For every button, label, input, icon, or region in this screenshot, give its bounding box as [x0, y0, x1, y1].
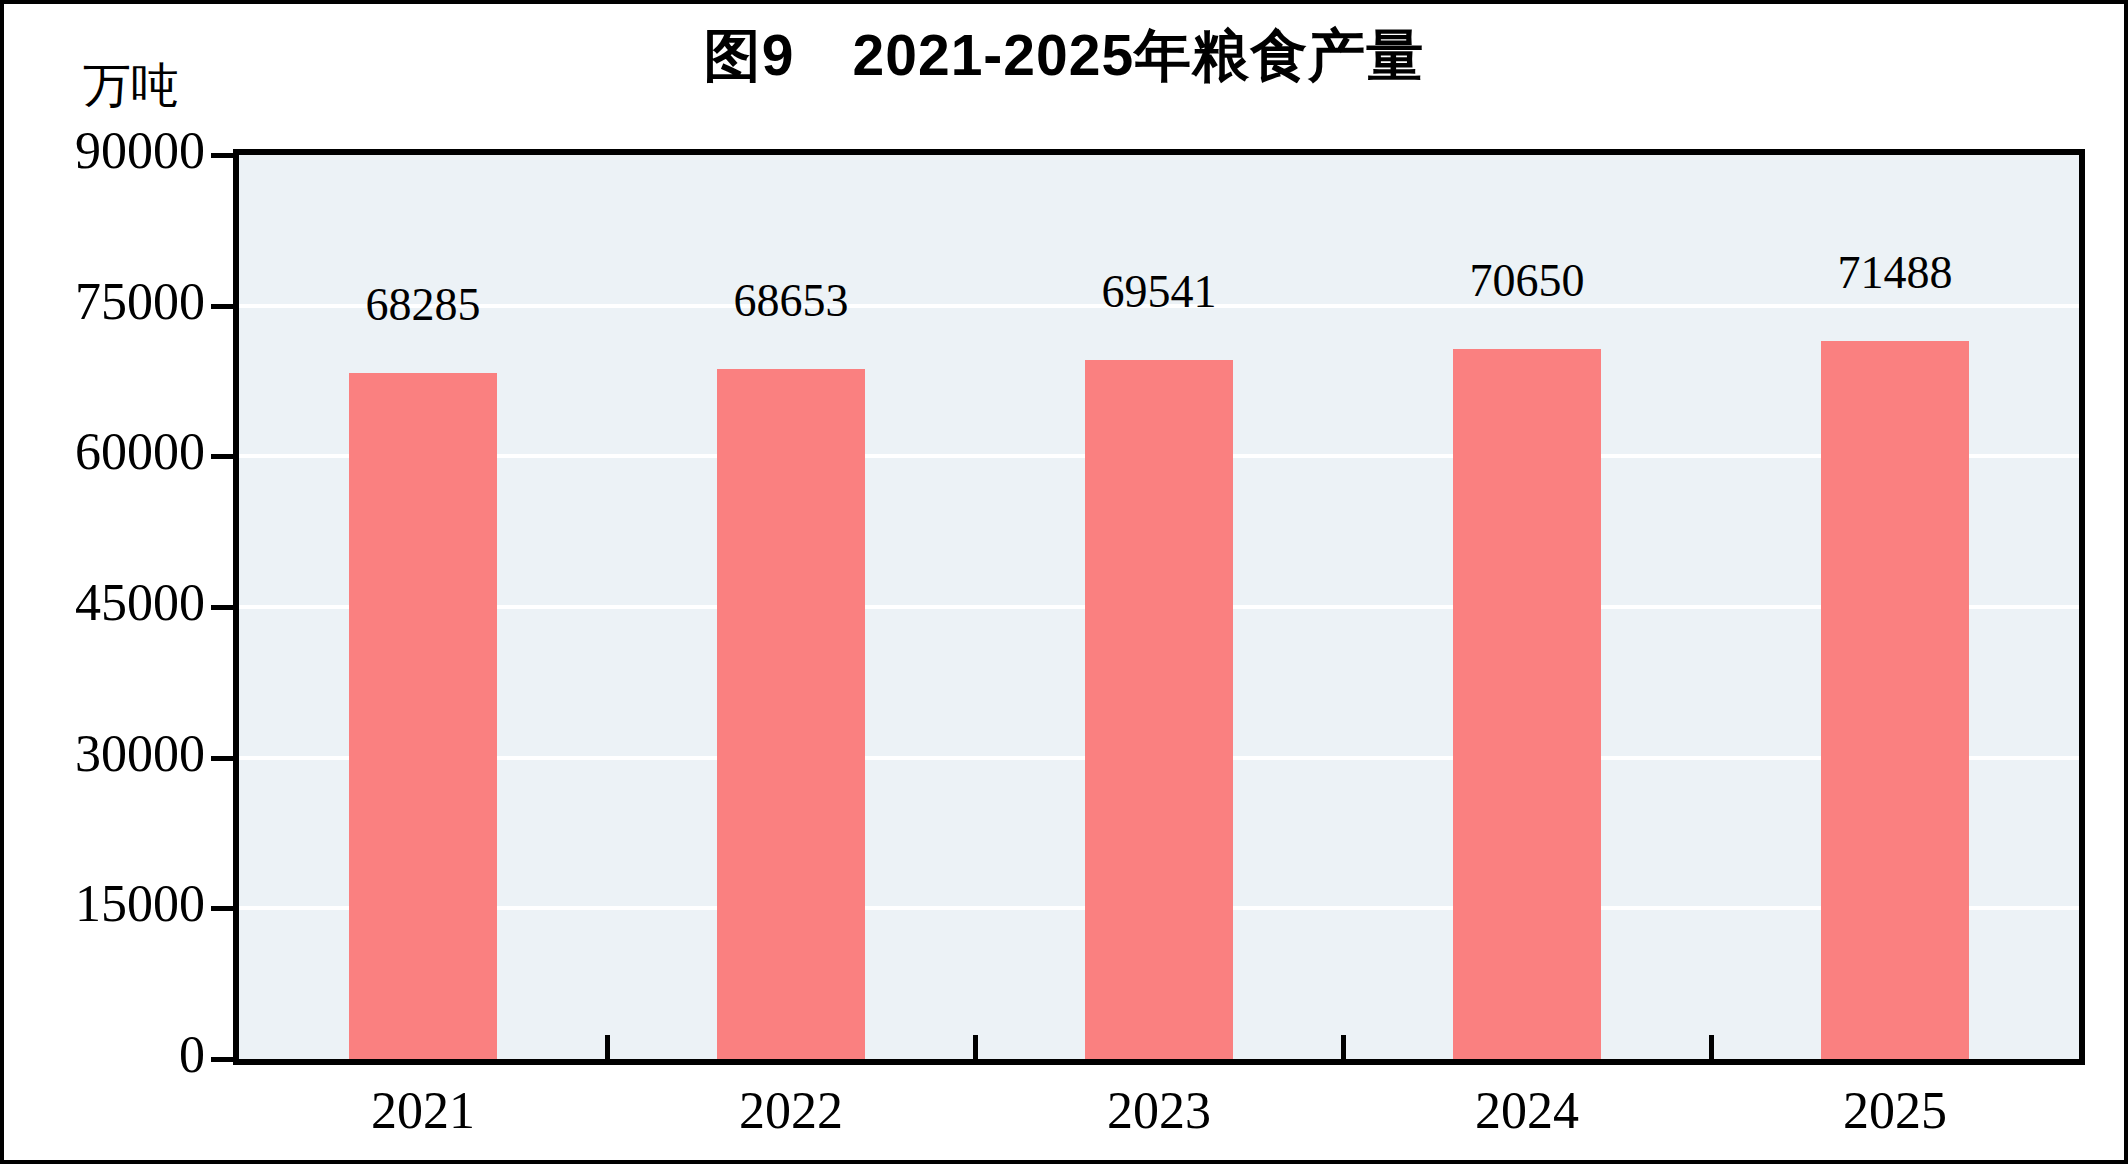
bar-value-label: 71488 — [1775, 249, 2015, 297]
x-category-label: 2024 — [1377, 1085, 1677, 1137]
y-tick-label: 90000 — [4, 124, 205, 178]
x-category-label: 2025 — [1745, 1085, 2045, 1137]
bar-2022 — [717, 369, 865, 1059]
y-tick — [211, 1057, 233, 1062]
plot-area: 68285 68653 69541 70650 71488 — [233, 149, 2085, 1065]
bar-value-label: 69541 — [1039, 268, 1279, 316]
y-tick — [211, 906, 233, 911]
bar-2025 — [1821, 341, 1969, 1059]
x-category-label: 2021 — [273, 1085, 573, 1137]
bar-value-label: 70650 — [1407, 257, 1647, 305]
bar-2024 — [1453, 349, 1601, 1059]
y-tick — [211, 153, 233, 158]
y-tick — [211, 605, 233, 610]
y-tick-label: 45000 — [4, 576, 205, 630]
y-axis-unit-label: 万吨 — [83, 60, 179, 112]
y-tick-label: 0 — [4, 1028, 205, 1082]
x-tick — [1341, 1035, 1346, 1059]
y-tick-label: 30000 — [4, 727, 205, 781]
bar-2021 — [349, 373, 497, 1059]
y-tick — [211, 756, 233, 761]
x-tick — [605, 1035, 610, 1059]
y-tick-label: 75000 — [4, 275, 205, 329]
x-tick — [973, 1035, 978, 1059]
bar-value-label: 68653 — [671, 277, 911, 325]
x-category-label: 2022 — [641, 1085, 941, 1137]
y-tick — [211, 304, 233, 309]
chart-title: 图9 2021-2025年粮食产量 — [4, 24, 2124, 86]
grain-production-bar-chart: 图9 2021-2025年粮食产量 万吨 68285 68653 69541 7065… — [0, 0, 2128, 1164]
x-tick — [1709, 1035, 1714, 1059]
bar-2023 — [1085, 360, 1233, 1059]
x-category-label: 2023 — [1009, 1085, 1309, 1137]
y-tick-label: 15000 — [4, 877, 205, 931]
y-tick-label: 60000 — [4, 425, 205, 479]
bar-value-label: 68285 — [303, 281, 543, 329]
y-tick — [211, 454, 233, 459]
